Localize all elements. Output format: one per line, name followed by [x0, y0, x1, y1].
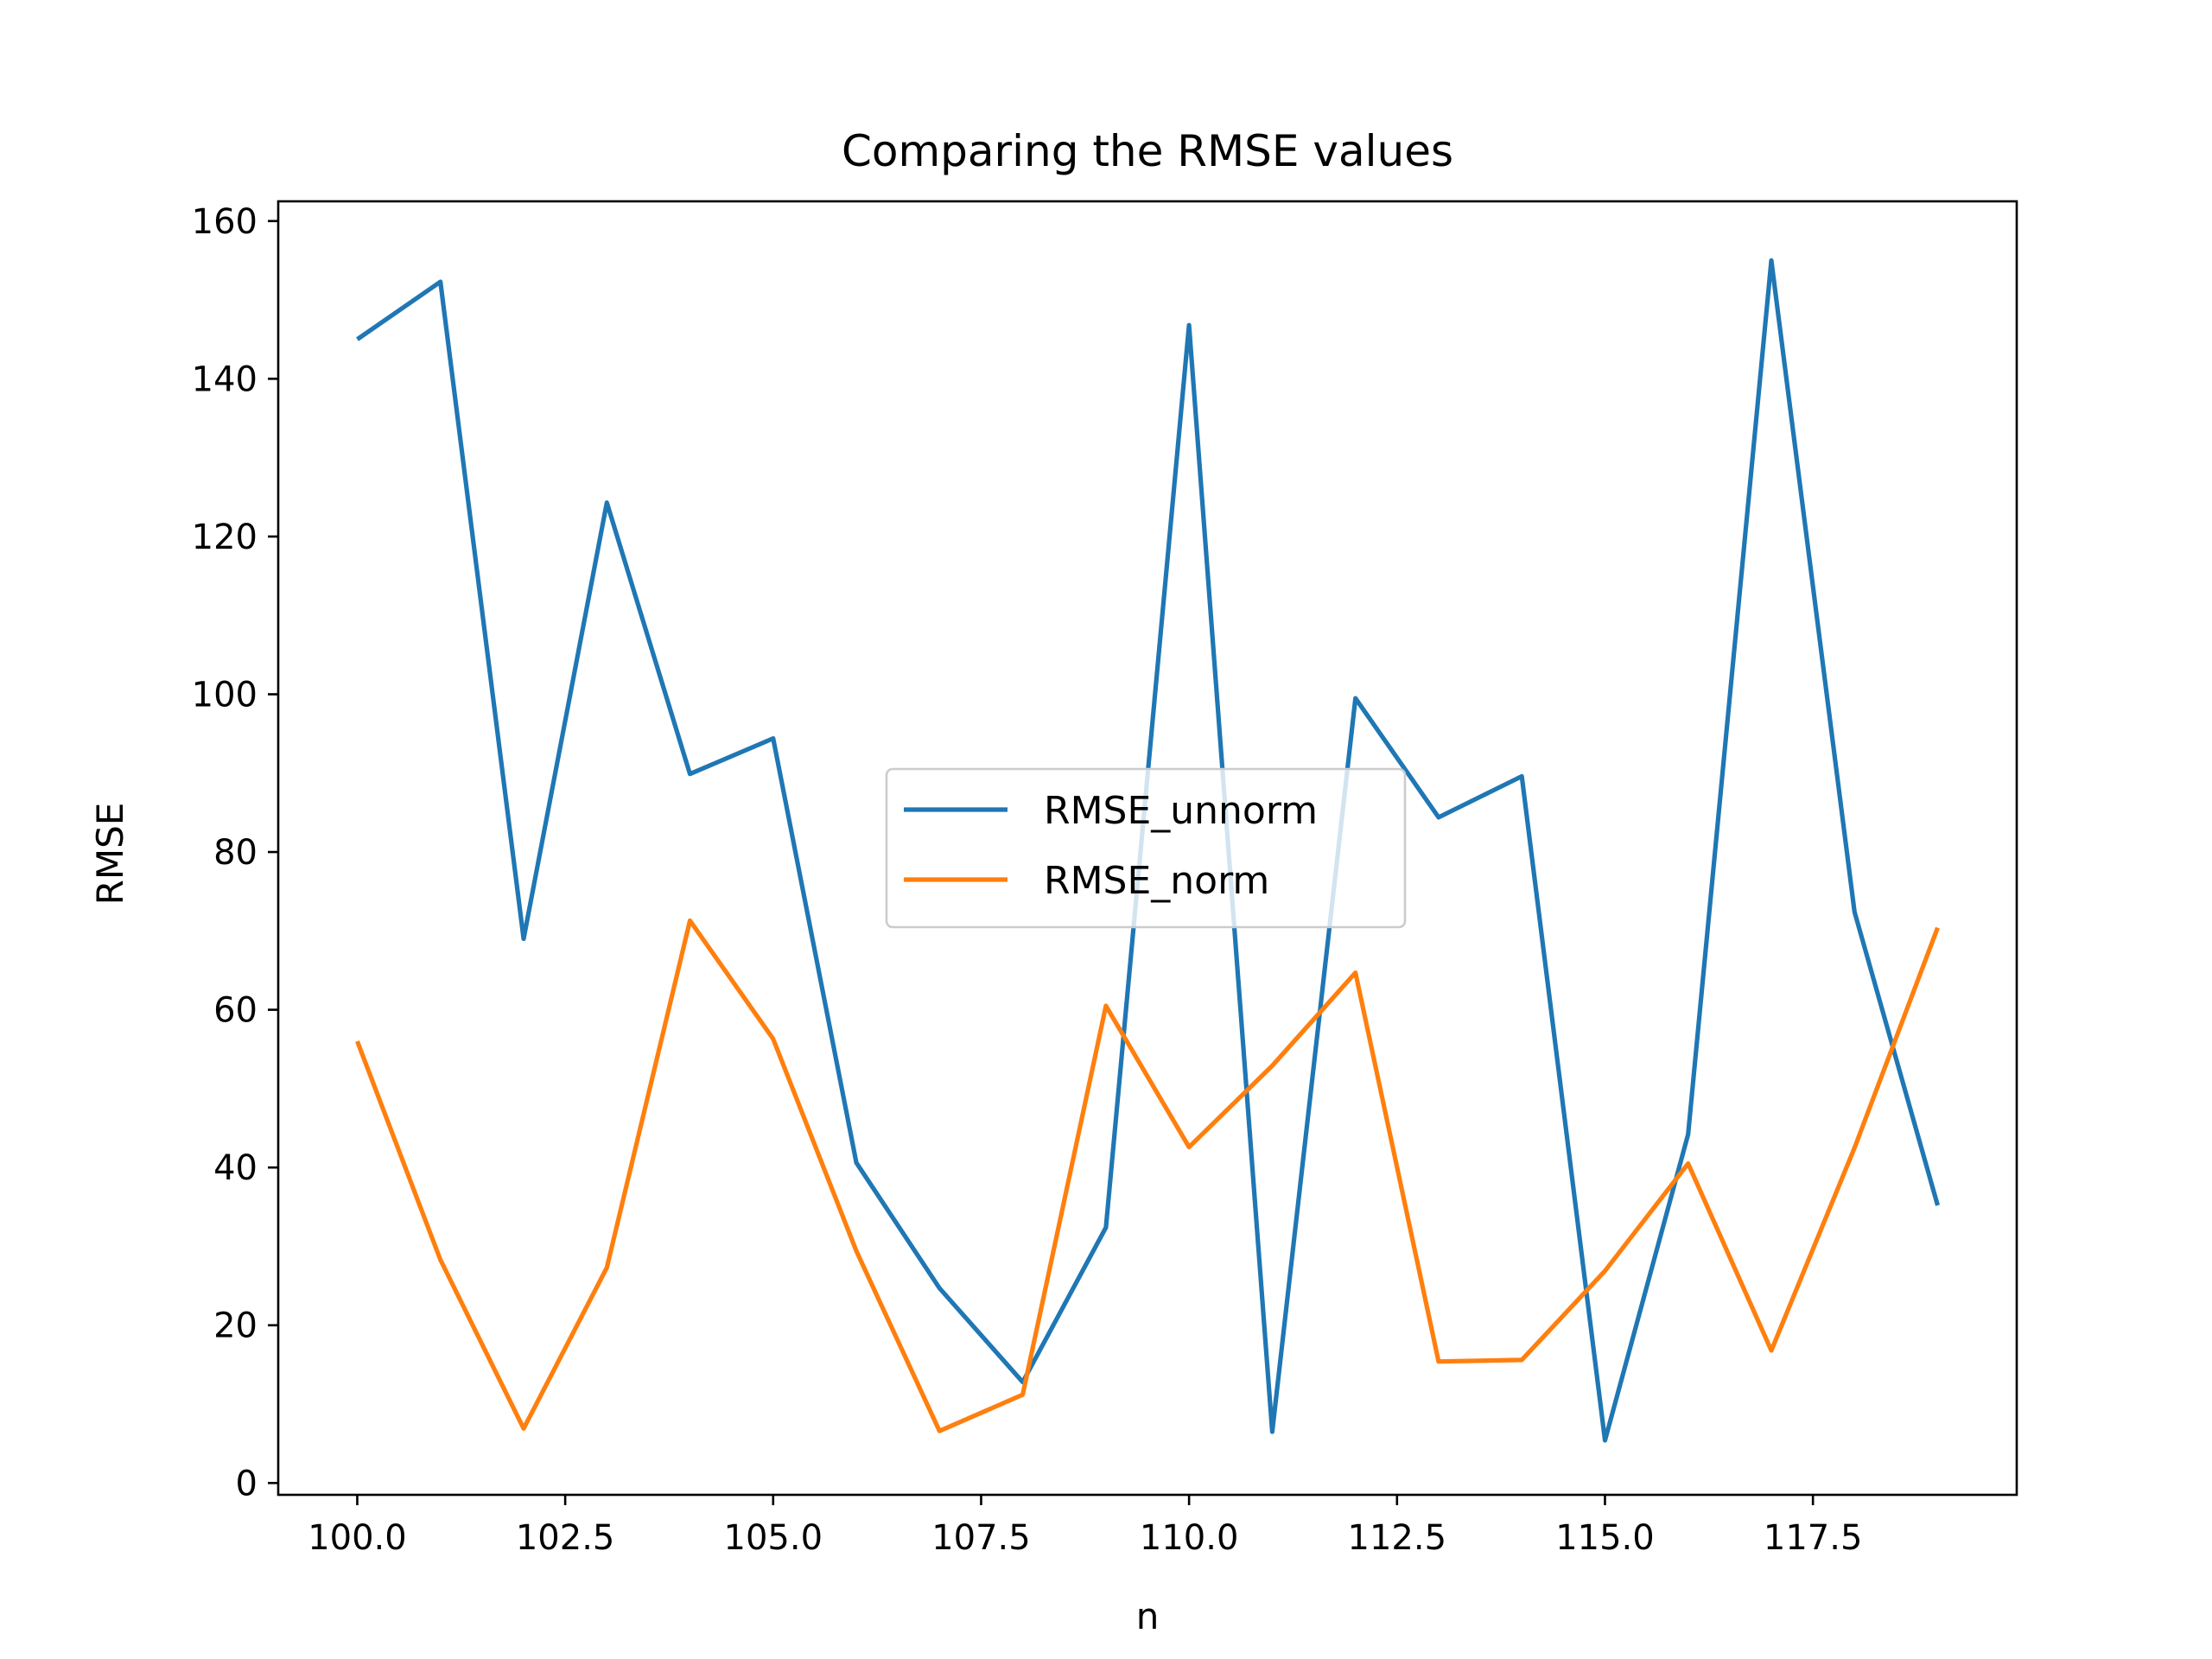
y-tick-label: 60 [213, 991, 257, 1031]
y-tick-label: 80 [213, 833, 257, 873]
y-tick-label: 20 [213, 1306, 257, 1346]
legend-label-rmse-unnorm: RMSE_unnorm [1044, 789, 1318, 833]
x-axis: 100.0 102.5 105.0 107.5 110.0 112.5 115.0 117.5 [308, 1495, 1862, 1558]
x-tick-label: 115.0 [1555, 1518, 1655, 1558]
x-tick-label: 110.0 [1140, 1518, 1239, 1558]
y-tick-label: 0 [236, 1464, 257, 1503]
plot-frame [276, 200, 2018, 1497]
x-tick-label: 100.0 [308, 1518, 407, 1558]
y-tick-label: 160 [192, 202, 257, 242]
legend-box [885, 767, 1407, 929]
x-axis-label: n [1136, 1595, 1160, 1637]
series-line-rmse-norm [355, 918, 1940, 1433]
legend-label-rmse-norm: RMSE_norm [1044, 859, 1269, 903]
x-tick-label: 112.5 [1348, 1518, 1447, 1558]
y-axis-label: RMSE [89, 803, 131, 906]
y-tick-label: 40 [213, 1148, 257, 1188]
y-tick-label: 100 [192, 676, 257, 715]
x-tick-label: 105.0 [724, 1518, 823, 1558]
y-tick-label: 140 [192, 359, 257, 399]
y-axis: 0 20 40 60 80 100 120 140 160 [192, 202, 278, 1503]
x-tick-label: 107.5 [931, 1518, 1031, 1558]
y-tick-label: 120 [192, 518, 257, 557]
x-tick-label: 102.5 [516, 1518, 615, 1558]
chart-title: Comparing the RMSE values [842, 126, 1453, 176]
legend: RMSE_unnorm RMSE_norm [885, 767, 1407, 929]
x-tick-label: 117.5 [1764, 1518, 1863, 1558]
